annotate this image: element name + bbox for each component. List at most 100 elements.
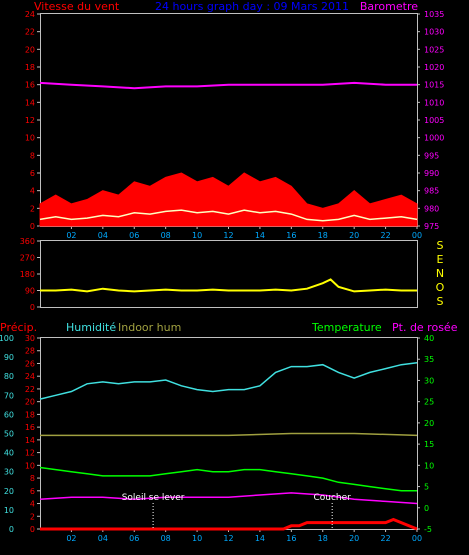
barometer-tick-label: 1025 — [424, 45, 444, 54]
precip-tick-label: 12 — [25, 449, 35, 458]
bottom-time-tick-label: 02 — [66, 534, 76, 543]
precip-tick-label: 14 — [25, 436, 35, 445]
precip-tick-label: 20 — [25, 398, 35, 407]
temperature-tick-label: 5 — [424, 483, 429, 492]
humidity-tick-label: 90 — [4, 353, 14, 362]
wind-speed-tick-label: 18 — [25, 63, 35, 72]
direction-tick-label: 90 — [25, 287, 35, 296]
wind-time-axis: 02 04 06 08 10 12 14 16 18 20 22 00 — [66, 226, 422, 240]
precip-tick-label: 0 — [30, 525, 35, 534]
humidity-axis: 0 10 20 30 40 50 60 70 80 90 100 — [0, 334, 14, 534]
humidity-tick-label: 20 — [4, 487, 14, 496]
chart-title: 24 hours graph day : 09 Mars 2011 — [155, 0, 349, 13]
wind-time-tick-label: 14 — [255, 231, 265, 240]
dewpoint-line — [39, 492, 418, 505]
wind-speed-tick-label: 14 — [25, 98, 35, 107]
wind-speed-tick-label: 20 — [25, 45, 35, 54]
bottom-time-tick-label: 06 — [129, 534, 139, 543]
direction-letter: E — [437, 253, 444, 266]
wind-average-line — [39, 209, 418, 222]
direction-panel-frame — [40, 240, 418, 308]
direction-series — [40, 278, 417, 293]
temperature-tick-label: 40 — [424, 334, 434, 343]
barometer-tick-label: 1005 — [424, 116, 444, 125]
precip-tick-label: 8 — [30, 474, 35, 483]
barometer-tick-label: 1035 — [424, 10, 444, 19]
temperature-tick-label: 30 — [424, 376, 434, 385]
wind-time-tick-label: 02 — [66, 231, 76, 240]
bottom-time-tick-label: 08 — [161, 534, 171, 543]
wind-speed-tick-label: 24 — [25, 10, 35, 19]
barometer-tick-label: 1015 — [424, 81, 444, 90]
direction-tick-label: 270 — [20, 254, 35, 263]
precip-tick-label: 28 — [25, 347, 35, 356]
precip-tick-label: 18 — [25, 410, 35, 419]
barometer-tick-label: 995 — [424, 151, 439, 160]
precip-tick-label: 4 — [30, 500, 35, 509]
wind-time-tick-label: 22 — [380, 231, 390, 240]
wind-time-tick-label: 06 — [129, 231, 139, 240]
temperature-tick-label: 10 — [424, 461, 434, 470]
bottom-time-axis: 02 04 06 08 10 12 14 16 18 20 22 00 — [66, 529, 422, 543]
humidity-tick-label: 50 — [4, 430, 14, 439]
wind-speed-tick-label: 10 — [25, 134, 35, 143]
wind-time-tick-label: 18 — [318, 231, 328, 240]
precip-tick-label: 24 — [25, 372, 35, 381]
bottom-time-tick-label: 14 — [255, 534, 265, 543]
temperature-tick-label: 25 — [424, 398, 434, 407]
humidity-tick-label: 100 — [0, 334, 14, 343]
temperature-tick-label: 20 — [424, 419, 434, 428]
sunset-label: Coucher — [313, 493, 351, 503]
direction-tick-label: 360 — [20, 237, 35, 246]
precip-tick-label: 2 — [30, 512, 35, 521]
precip-tick-label: 10 — [25, 461, 35, 470]
bottom-time-tick-label: 04 — [98, 534, 108, 543]
direction-letter: O — [436, 281, 445, 294]
indoor-hum-line — [40, 432, 418, 437]
wind-time-tick-label: 04 — [98, 231, 108, 240]
bottom-series — [39, 362, 418, 531]
direction-tick-label: 0 — [30, 303, 35, 312]
direction-letter: S — [437, 295, 444, 308]
direction-axis: 0 90 180 270 360 — [20, 237, 40, 312]
wind-time-tick-label: 12 — [223, 231, 233, 240]
wind-series — [39, 81, 418, 227]
humidity-tick-label: 0 — [9, 525, 14, 534]
precip-tick-label: 26 — [25, 359, 35, 368]
barometer-tick-label: 1000 — [424, 134, 444, 143]
humidity-label: Humidité — [66, 321, 116, 334]
temperature-tick-label: -5 — [424, 525, 432, 534]
barometer-tick-label: 1010 — [424, 98, 444, 107]
temperature-tick-label: 35 — [424, 355, 434, 364]
humidity-tick-label: 10 — [4, 506, 14, 515]
dewpoint-label: Pt. de rosée — [392, 321, 458, 334]
wind-speed-tick-label: 2 — [30, 204, 35, 213]
barometer-axis: 975 980 985 990 995 1000 1005 1010 1015 1020 1025 1… — [417, 10, 444, 231]
wind-speed-tick-label: 8 — [30, 151, 35, 160]
bottom-time-tick-label: 12 — [223, 534, 233, 543]
wind-speed-tick-label: 12 — [25, 116, 35, 125]
temperature-line — [39, 466, 417, 492]
direction-tick-label: 180 — [20, 270, 35, 279]
wind-direction-line — [40, 278, 417, 293]
wind-speed-tick-label: 22 — [25, 28, 35, 37]
humidity-tick-label: 70 — [4, 391, 14, 400]
bottom-time-tick-label: 10 — [192, 534, 202, 543]
wind-time-tick-label: 08 — [161, 231, 171, 240]
humidity-tick-label: 60 — [4, 410, 14, 419]
precip-tick-label: 30 — [25, 334, 35, 343]
wind-speed-tick-label: 16 — [25, 81, 35, 90]
humidity-tick-label: 40 — [4, 449, 14, 458]
humidity-tick-label: 30 — [4, 468, 14, 477]
bottom-time-tick-label: 18 — [318, 534, 328, 543]
wind-time-tick-label: 10 — [192, 231, 202, 240]
barometer-line — [39, 81, 417, 90]
bottom-time-tick-label: 00 — [412, 534, 422, 543]
precip-tick-label: 16 — [25, 423, 35, 432]
bottom-time-tick-label: 20 — [349, 534, 359, 543]
wind-speed-label: Vitesse du vent — [34, 0, 120, 13]
bottom-time-tick-label: 22 — [380, 534, 390, 543]
